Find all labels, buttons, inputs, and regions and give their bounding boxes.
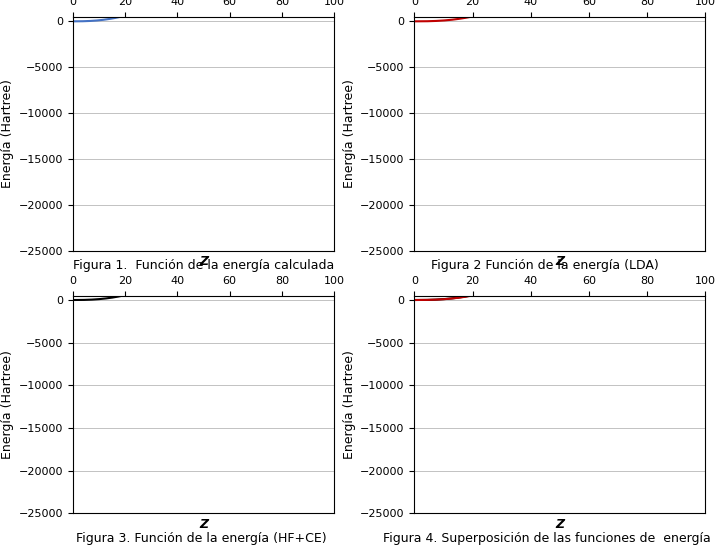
Y-axis label: Energía (Hartree): Energía (Hartree) [1,350,15,459]
Y-axis label: Energía (Hartree): Energía (Hartree) [343,350,356,459]
X-axis label: Z: Z [199,517,208,531]
Y-axis label: Energía (Hartree): Energía (Hartree) [343,79,356,189]
Y-axis label: Energía (Hartree): Energía (Hartree) [1,79,15,189]
X-axis label: Z: Z [199,255,208,268]
X-axis label: Z: Z [555,255,564,268]
Text: Figura 3. Función de la energía (HF+CE): Figura 3. Función de la energía (HF+CE) [76,532,331,545]
Text: Figura 1.  Función de la energía calculada: Figura 1. Función de la energía calculad… [73,258,334,272]
Text: Figura 4. Superposición de las funciones de  energía: Figura 4. Superposición de las funciones… [379,532,711,545]
Text: Figura 2 Función de la energía (LDA): Figura 2 Función de la energía (LDA) [431,258,659,272]
X-axis label: Z: Z [555,517,564,531]
